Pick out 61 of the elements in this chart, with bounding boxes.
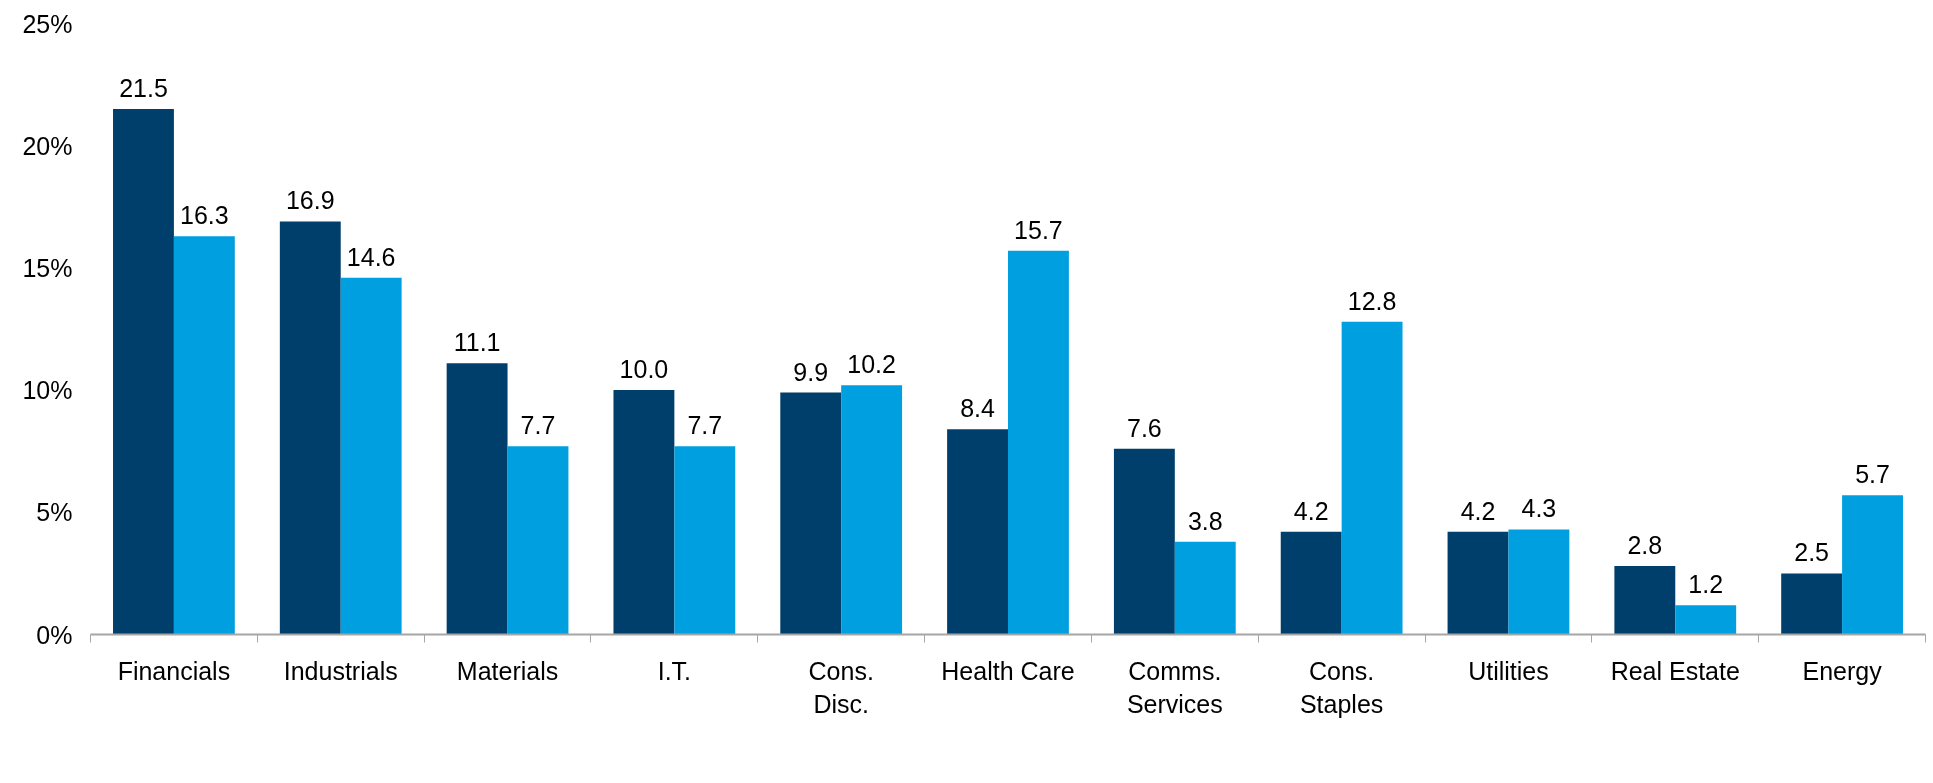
data-label: 21.5: [119, 74, 168, 103]
data-label: 16.3: [180, 201, 229, 230]
data-label: 11.1: [453, 328, 501, 357]
bar: [947, 429, 1008, 635]
x-tick-label: Health Care: [941, 656, 1075, 685]
bar: [1675, 605, 1737, 635]
data-label: 8.4: [960, 394, 996, 423]
data-label: 10.2: [847, 350, 896, 379]
bar: [446, 363, 508, 635]
bar: [1508, 529, 1570, 635]
data-label: 14.6: [346, 242, 396, 271]
data-label: 7.7: [687, 411, 723, 440]
y-tick-label: 20%: [22, 131, 73, 160]
bar: [1113, 448, 1175, 635]
data-label: 15.7: [1014, 215, 1063, 244]
x-tick-label: Comms. Services: [1126, 656, 1223, 719]
data-label: 4.3: [1521, 494, 1557, 523]
bar: [113, 109, 174, 635]
data-label: 9.9: [793, 357, 829, 386]
x-tick-label: Real Estate: [1610, 656, 1740, 685]
bar: [674, 446, 736, 635]
data-label: 4.2: [1293, 496, 1329, 525]
bar: [340, 277, 402, 635]
bar: [1614, 566, 1676, 635]
data-label: 1.2: [1688, 570, 1724, 599]
bar: [1341, 321, 1403, 635]
x-tick-label: I.T.: [657, 656, 692, 685]
x-tick-label: Industrials: [283, 656, 398, 685]
y-tick-label: 5%: [36, 498, 73, 527]
bar: [841, 385, 903, 635]
x-tick-label: Cons. Disc.: [808, 656, 874, 719]
bar: [1174, 541, 1236, 635]
bar: [780, 392, 842, 635]
bar: [1781, 573, 1843, 635]
x-tick-label: Financials: [117, 656, 231, 685]
data-label: 4.2: [1460, 496, 1496, 525]
data-label: 12.8: [1347, 286, 1397, 315]
data-label: 16.9: [285, 186, 335, 215]
data-label: 7.6: [1127, 413, 1162, 442]
y-tick-label: 10%: [22, 376, 73, 405]
bar: [507, 446, 569, 635]
data-label: 7.7: [520, 411, 556, 440]
x-tick-label: Materials: [456, 656, 559, 685]
y-tick-label: 0%: [36, 620, 73, 649]
bar: [613, 390, 675, 635]
bar: [1280, 531, 1342, 635]
bar: [173, 236, 235, 635]
x-tick-label: Utilities: [1468, 656, 1549, 685]
bar: [1842, 495, 1903, 635]
y-tick-label: 15%: [22, 253, 73, 282]
bar: [279, 221, 341, 635]
x-tick-label: Cons. Staples: [1299, 656, 1384, 719]
data-label: 2.5: [1794, 538, 1830, 567]
y-tick-label: 25%: [22, 9, 73, 38]
bar: [1008, 250, 1069, 635]
bar: [1447, 531, 1509, 635]
data-label: 5.7: [1855, 460, 1890, 489]
data-label: 3.8: [1187, 506, 1223, 535]
data-label: 2.8: [1627, 531, 1663, 560]
x-tick-label: Energy: [1802, 656, 1883, 685]
data-label: 10.0: [619, 355, 669, 384]
